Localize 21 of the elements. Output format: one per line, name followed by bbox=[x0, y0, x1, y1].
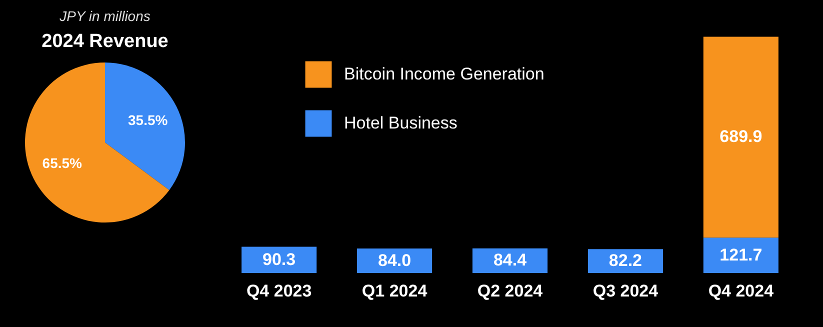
x-tick-label: Q4 2024 bbox=[708, 282, 774, 300]
pie-slice bbox=[25, 62, 170, 222]
chart-title: 2024 Revenue bbox=[42, 31, 168, 52]
x-tick-label: Q4 2023 bbox=[246, 282, 312, 300]
data-label: 121.7 bbox=[720, 245, 762, 264]
bar bbox=[703, 238, 778, 273]
data-label: 84.0 bbox=[378, 250, 412, 270]
x-tick-label: Q3 2024 bbox=[592, 282, 659, 300]
pie-slice bbox=[105, 62, 185, 190]
legend-label: Hotel Business bbox=[344, 114, 458, 132]
data-label: 65.5% bbox=[42, 155, 83, 172]
data-label: 82.2 bbox=[608, 251, 642, 270]
x-tick-label: Q2 2024 bbox=[477, 282, 544, 300]
data-label: 84.4 bbox=[493, 250, 528, 270]
legend-label: Bitcoin Income Generation bbox=[344, 64, 544, 84]
data-label: 90.3 bbox=[262, 250, 296, 269]
data-label: 35.5% bbox=[128, 112, 168, 128]
data-label: 689.9 bbox=[720, 127, 762, 146]
x-tick-label: Q1 2024 bbox=[362, 282, 428, 300]
bar bbox=[703, 36, 778, 238]
text: JPY in millions bbox=[58, 8, 150, 24]
